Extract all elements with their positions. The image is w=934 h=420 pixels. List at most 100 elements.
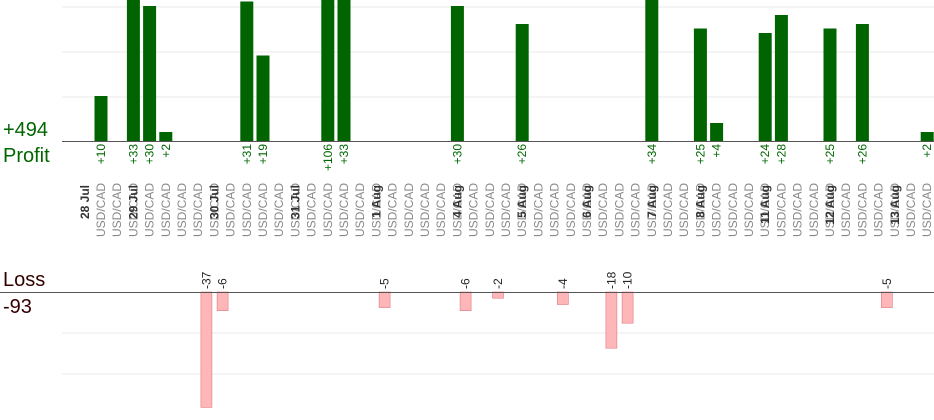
profit-bar	[515, 24, 529, 141]
symbol-tick-label: USD/CAD	[175, 183, 189, 237]
profit-bar	[693, 28, 707, 141]
symbol-tick-label: USD/CAD	[402, 183, 416, 237]
symbol-tick-label: USD/CAD	[305, 183, 319, 237]
symbol-tick-label: USD/CAD	[580, 183, 594, 237]
symbol-tick-label: USD/CAD	[418, 183, 432, 237]
symbol-tick-label: USD/CAD	[742, 183, 756, 237]
symbol-tick-label: USD/CAD	[369, 183, 383, 237]
date-tick-label: 30 Jul	[207, 185, 221, 219]
symbol-tick-label: USD/CAD	[531, 183, 545, 237]
profit-value-label: +30	[143, 144, 157, 165]
symbol-tick-label: USD/CAD	[758, 183, 772, 237]
symbol-tick-label: USD/CAD	[483, 183, 497, 237]
date-tick-label: 13 Aug	[888, 185, 902, 225]
symbol-tick-label: USD/CAD	[888, 183, 902, 237]
profit-bar	[159, 132, 173, 141]
date-tick-label: 11 Aug	[758, 185, 772, 224]
symbol-tick-label: USD/CAD	[224, 183, 238, 237]
symbol-tick-label: USD/CAD	[726, 183, 740, 237]
symbol-tick-label: USD/CAD	[904, 183, 918, 237]
symbol-tick-label: USD/CAD	[839, 183, 853, 237]
profit-bar	[645, 0, 659, 141]
loss-bar	[621, 291, 634, 324]
symbol-tick-label: USD/CAD	[791, 183, 805, 237]
date-tick-label: 4 Aug	[450, 185, 464, 218]
profit-value-label: +33	[126, 144, 140, 165]
loss-value-label: -10	[621, 271, 635, 289]
profit-value-label: +34	[645, 144, 659, 165]
symbol-tick-label: USD/CAD	[807, 183, 821, 237]
symbol-tick-label: USD/CAD	[207, 183, 221, 237]
loss-bar	[880, 291, 893, 308]
symbol-tick-label: USD/CAD	[94, 183, 108, 237]
profit-bar	[337, 0, 351, 141]
date-tick-label: 8 Aug	[693, 185, 707, 218]
symbol-tick-label: USD/CAD	[920, 183, 934, 237]
symbol-tick-label: USD/CAD	[645, 183, 659, 237]
symbol-tick-label: USD/CAD	[548, 183, 562, 237]
profit-bar	[126, 0, 140, 141]
profit-value-label: +26	[515, 144, 529, 165]
profit-value-label: +30	[450, 144, 464, 165]
profit-label: Profit	[3, 145, 50, 167]
profit-bar	[143, 6, 157, 141]
symbol-tick-label: USD/CAD	[661, 183, 675, 237]
date-tick-label: 12 Aug	[823, 185, 837, 225]
profit-value-label: +25	[693, 144, 707, 165]
profit-value-label: +25	[823, 144, 837, 165]
loss-value-label: -37	[199, 271, 213, 289]
symbol-tick-label: USD/CAD	[240, 183, 254, 237]
loss-bar	[459, 291, 472, 312]
symbol-tick-label: USD/CAD	[110, 183, 124, 237]
profit-value-label: +33	[337, 144, 351, 165]
loss-value-label: -2	[491, 278, 505, 289]
date-tick-label: 7 Aug	[645, 185, 659, 218]
date-tick-label: 31 Jul	[288, 185, 302, 219]
symbol-tick-label: USD/CAD	[321, 183, 335, 237]
symbol-tick-label: USD/CAD	[564, 183, 578, 237]
symbol-tick-label: USD/CAD	[596, 183, 610, 237]
symbol-tick-label: USD/CAD	[629, 183, 643, 237]
profit-bar	[758, 33, 772, 141]
symbol-tick-label: USD/CAD	[823, 183, 837, 237]
loss-value-label: -5	[880, 278, 894, 289]
date-tick-labels: 28 Jul 29 Jul 30 Jul 31 Jul 1 Aug 4 Aug 5 Aug 6…	[78, 185, 902, 225]
profit-total: +494	[3, 119, 49, 141]
profit-bar	[94, 96, 108, 141]
profit-bars	[94, 0, 934, 141]
profit-bar	[774, 15, 788, 141]
profit-value-label: +106	[321, 144, 335, 171]
profit-value-labels: +10 +33 +30 +2 +31 +19 +106 +33 +30 +26 +34 +25 +4 +2…	[94, 144, 934, 171]
loss-bar	[200, 291, 213, 408]
symbol-tick-label: USD/CAD	[256, 183, 270, 237]
date-tick-label: 6 Aug	[580, 185, 594, 218]
symbol-tick-label: USD/CAD	[450, 183, 464, 237]
symbol-tick-label: USD/CAD	[143, 183, 157, 237]
loss-value-label: -6	[459, 278, 473, 289]
symbol-tick-label: USD/CAD	[191, 183, 205, 237]
symbol-tick-label: USD/CAD	[288, 183, 302, 237]
profit-value-label: +28	[774, 144, 788, 165]
profit-value-label: +24	[758, 144, 772, 165]
loss-value-label: -18	[604, 271, 618, 289]
symbol-tick-label: USD/CAD	[159, 183, 173, 237]
symbol-tick-label: USD/CAD	[434, 183, 448, 237]
loss-label: Loss	[3, 269, 46, 291]
profit-bar	[256, 55, 270, 141]
profit-value-label: +31	[240, 144, 254, 165]
symbol-tick-label: USD/CAD	[872, 183, 886, 237]
date-tick-label: 28 Jul	[78, 185, 92, 219]
loss-bar	[605, 291, 618, 349]
symbol-tick-label: USD/CAD	[612, 183, 626, 237]
symbol-tick-label: USD/CAD	[774, 183, 788, 237]
loss-bars	[200, 291, 893, 408]
symbol-tick-label: USD/CAD	[272, 183, 286, 237]
profit-bar	[450, 6, 464, 141]
symbol-tick-label: USD/CAD	[467, 183, 481, 237]
profit-value-label: +4	[710, 144, 724, 158]
loss-value-labels: -37 -6 -5 -6 -2 -4 -18 -10 -5	[199, 271, 893, 289]
chart-axes	[0, 141, 934, 293]
profit-value-label: +26	[855, 144, 869, 165]
profit-bar	[823, 28, 837, 141]
